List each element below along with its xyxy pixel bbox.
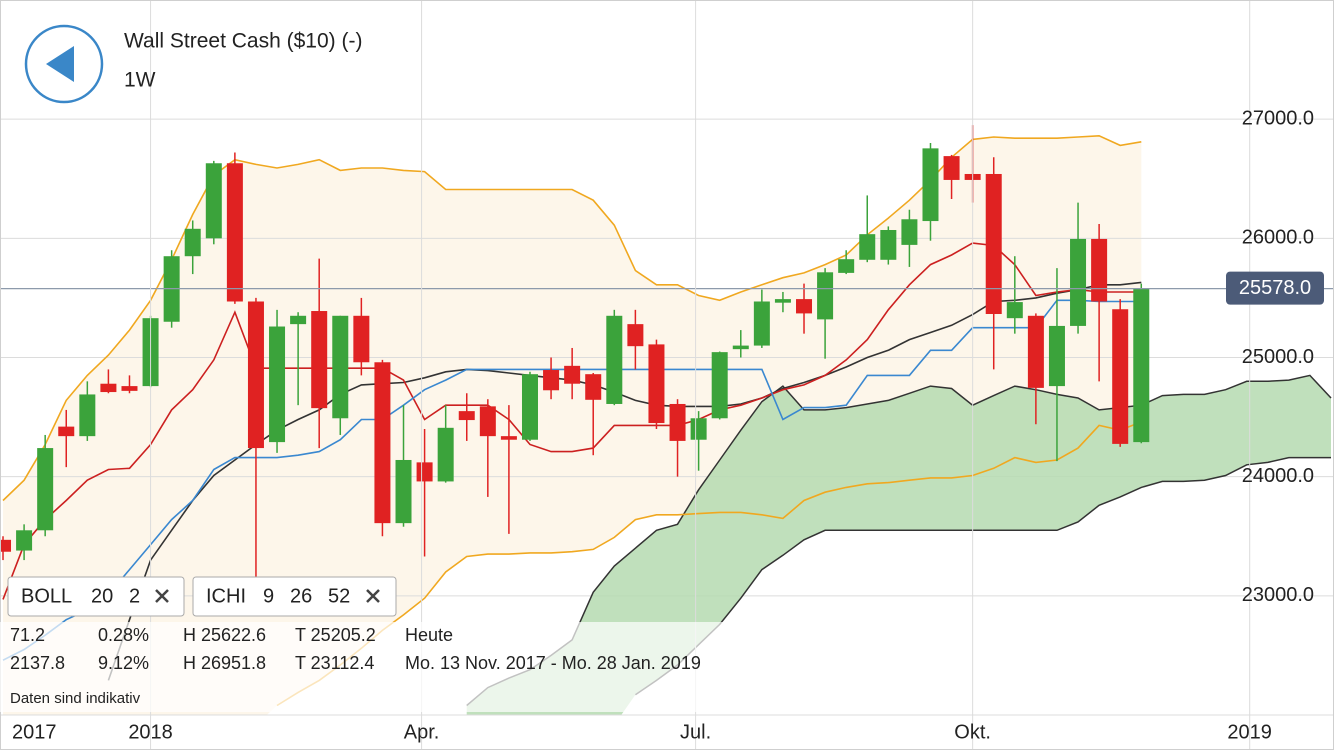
x-tick-label: Jul.	[680, 721, 711, 743]
candle-body	[1027, 315, 1044, 388]
candle-body	[37, 448, 54, 531]
stat-period: Heute	[405, 625, 453, 645]
candle-body	[880, 229, 897, 260]
stat-value: 71.2	[10, 625, 45, 645]
candle-body	[648, 344, 665, 424]
candle-body	[1091, 238, 1108, 302]
candle-body	[416, 462, 433, 482]
indicator-param: 2	[129, 585, 140, 607]
candle-body	[121, 386, 138, 391]
candle-body	[437, 427, 454, 482]
candle-body	[16, 530, 33, 551]
y-tick-label: 25000.0	[1242, 346, 1314, 368]
x-tick-label: Apr.	[404, 721, 440, 743]
indicator-param: 9	[263, 585, 274, 607]
candle-body	[500, 436, 517, 440]
y-tick-label: 24000.0	[1242, 465, 1314, 487]
stat-change: 0.28%	[98, 625, 149, 645]
last-price-box	[1226, 271, 1324, 305]
overlay: Wall Street Cash ($10) (-) 1W BOLL 20 2 …	[0, 24, 740, 712]
candle-body	[1112, 309, 1129, 444]
candle-body	[796, 299, 813, 314]
candle-body	[479, 406, 496, 437]
candle-body	[943, 156, 960, 180]
chart-subtitle: 1W	[124, 69, 156, 92]
last-price-label: 25578.0	[1239, 277, 1311, 299]
cloud-line	[634, 456, 1331, 696]
candle-body	[627, 324, 644, 347]
candle-body	[290, 315, 307, 325]
stat-value: 2137.8	[10, 653, 65, 673]
candle-body	[205, 163, 222, 239]
candle-body	[269, 326, 286, 443]
candle-body	[79, 394, 96, 437]
indicator-param: 52	[328, 585, 350, 607]
candle-body	[1070, 238, 1087, 326]
stat-period: Mo. 13 Nov. 2017 - Mo. 28 Jan. 2019	[405, 653, 701, 673]
y-tick-label: 23000.0	[1242, 584, 1314, 606]
candle-body	[374, 362, 391, 524]
candle-body	[753, 301, 770, 346]
candle-body	[901, 219, 918, 245]
y-tick-label: 27000.0	[1242, 107, 1314, 129]
x-tick-label: 2019	[1227, 721, 1272, 743]
stat-change: 9.12%	[98, 653, 149, 673]
candle-body	[732, 345, 749, 350]
candle-body	[458, 411, 475, 421]
y-tick-label: 26000.0	[1242, 227, 1314, 249]
candle-body	[690, 418, 707, 440]
candle-body	[859, 234, 876, 260]
candle-body	[184, 228, 201, 257]
x-tick-label: Okt.	[954, 721, 991, 743]
indicator-param: 26	[290, 585, 312, 607]
x-start-label: 2017	[12, 721, 57, 743]
x-tick-label: 2018	[128, 721, 173, 743]
candle-body	[0, 539, 12, 552]
candle-body	[985, 173, 1002, 315]
stat-high: H 26951.8	[183, 653, 266, 673]
candle-body	[543, 370, 560, 391]
stat-high: H 25622.6	[183, 625, 266, 645]
back-icon	[46, 46, 74, 82]
candle-body	[100, 383, 117, 393]
indicator-line	[2, 242, 1142, 600]
chart-title: Wall Street Cash ($10) (-)	[124, 30, 362, 53]
candle-body	[311, 311, 328, 409]
cloud-line	[466, 374, 1332, 707]
stats-background	[0, 622, 740, 712]
band-fill	[3, 135, 1142, 715]
indicator-param: 20	[91, 585, 113, 607]
candle-body	[58, 426, 75, 437]
candle-body	[247, 301, 264, 449]
candle-body	[774, 299, 791, 303]
candle-body	[669, 403, 686, 441]
disclaimer: Daten sind indikativ	[10, 690, 141, 707]
indicator-chip[interactable]	[192, 576, 397, 617]
stat-low: T 25205.2	[295, 625, 376, 645]
candle-body	[564, 365, 581, 384]
candle-body	[606, 315, 623, 404]
candle-body	[922, 148, 939, 222]
candle-body	[395, 459, 412, 524]
candle-body	[353, 315, 370, 363]
remove-icon[interactable]	[366, 589, 380, 603]
candle-body	[332, 315, 349, 419]
candle-body	[1048, 325, 1065, 387]
indicator-name: ICHI	[206, 585, 246, 607]
indicator-name: BOLL	[21, 585, 72, 607]
candle-body	[521, 374, 538, 440]
candle-body	[711, 352, 728, 419]
x-axis-strip	[0, 715, 1334, 750]
candle-body	[1133, 288, 1150, 443]
candle-body	[817, 272, 834, 320]
indicator-chip[interactable]	[7, 576, 185, 617]
candle-body	[585, 374, 602, 400]
candle-body	[1006, 302, 1023, 319]
remove-icon[interactable]	[155, 589, 169, 603]
candle-body	[838, 259, 855, 273]
candle-body	[226, 163, 243, 302]
stat-low: T 23112.4	[295, 653, 374, 673]
